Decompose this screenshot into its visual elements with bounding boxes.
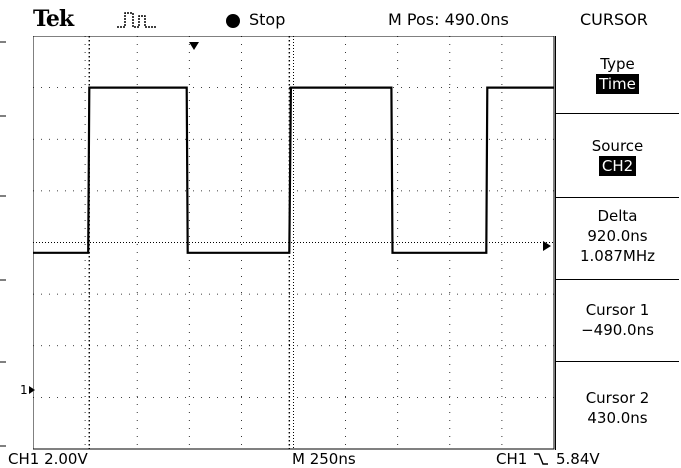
cursor1-label: Cursor 1 (585, 301, 650, 319)
menu-type-button[interactable]: Type Time (556, 36, 679, 114)
menu-cursor1-button[interactable]: Cursor 1 −490.0ns (556, 282, 679, 362)
delta-time: 920.0ns (587, 227, 648, 245)
cursor1-value: −490.0ns (581, 321, 654, 339)
channel1-trace (33, 86, 554, 254)
channel-scale: CH1 2.00V (8, 450, 88, 468)
status-footer: CH1 2.00V M 250ns CH1 5.84V (0, 450, 681, 468)
type-value: Time (596, 74, 639, 94)
graticule-border (33, 36, 555, 450)
channel-marker-label: 1 (20, 383, 28, 397)
channel-arrow-icon (29, 386, 35, 394)
graticule-grid (33, 36, 554, 449)
falling-edge-icon (534, 453, 548, 465)
trigger-position-marker (189, 42, 199, 50)
source-value: CH2 (598, 156, 637, 176)
status-bar: Tek Stop M Pos: 490.0ns CURSOR (0, 0, 681, 34)
left-scale-ticks (0, 41, 6, 447)
delta-frequency: 1.087MHz (579, 247, 656, 265)
delta-label: Delta (597, 207, 638, 225)
cursor2-value: 430.0ns (587, 409, 648, 427)
waveform-display (33, 36, 555, 450)
menu-source-button[interactable]: Source CH2 (556, 116, 679, 198)
trigger-level-marker (543, 241, 551, 251)
menu-delta-readout: Delta 920.0ns 1.087MHz (556, 200, 679, 280)
run-state: Stop (249, 10, 286, 29)
channel-marker: 1 (20, 383, 35, 397)
cursor-menu: Type Time Source CH2 Delta 920.0ns 1.087… (555, 36, 679, 450)
trigger-source: CH1 (496, 450, 528, 468)
type-label: Type (600, 55, 635, 73)
menu-cursor2-button[interactable]: Cursor 2 430.0ns (556, 364, 679, 450)
trigger-level: 5.84V (556, 450, 600, 468)
run-state-icon (226, 14, 240, 28)
cursor2-label: Cursor 2 (585, 389, 650, 407)
timebase: M 250ns (292, 450, 356, 468)
trigger-pulse-icon (117, 12, 157, 28)
brand-logo: Tek (33, 6, 74, 32)
source-label: Source (591, 137, 644, 155)
menu-title: CURSOR (580, 10, 648, 29)
main-position: M Pos: 490.0ns (388, 10, 509, 29)
